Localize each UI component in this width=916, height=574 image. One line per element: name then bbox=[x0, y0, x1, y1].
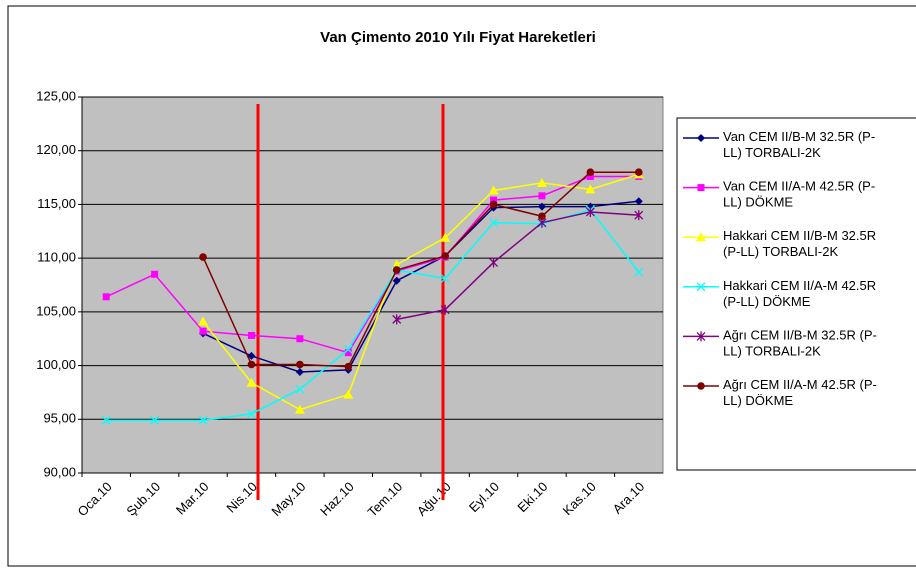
series-line bbox=[202, 173, 640, 411]
y-tick-label: 115,00 bbox=[37, 196, 76, 211]
legend-label: Van CEM II/B-M 32.5R (P-LL) TORBALI-2K bbox=[723, 129, 875, 160]
marker bbox=[343, 389, 354, 399]
marker bbox=[247, 360, 256, 369]
marker bbox=[101, 415, 111, 425]
marker bbox=[634, 168, 643, 176]
y-tick-label: 95,00 bbox=[43, 411, 76, 426]
marker bbox=[697, 134, 705, 142]
marker bbox=[585, 206, 595, 217]
marker bbox=[489, 200, 498, 209]
marker bbox=[199, 253, 207, 261]
marker bbox=[247, 351, 256, 360]
y-tick-label: 125,00 bbox=[36, 88, 76, 103]
marker bbox=[391, 259, 402, 269]
marker bbox=[634, 210, 644, 221]
y-tick-label: 105,00 bbox=[36, 303, 76, 318]
marker bbox=[246, 409, 256, 419]
marker bbox=[294, 404, 305, 414]
marker bbox=[537, 202, 546, 211]
marker bbox=[392, 266, 401, 274]
marker bbox=[198, 415, 208, 425]
y-tick-label: 100,00 bbox=[36, 357, 76, 372]
series-line bbox=[396, 211, 639, 321]
marker bbox=[441, 252, 449, 260]
legend-label: Van CEM II/A-M 42.5R (P-LL) DÖKME bbox=[723, 179, 875, 210]
legend-label: Hakkari CEM II/B-M 32.5R (P-LL) TORBALI-… bbox=[723, 229, 880, 260]
marker bbox=[247, 331, 255, 339]
marker bbox=[488, 185, 499, 195]
y-tick-label: 120,00 bbox=[36, 142, 76, 157]
chart-title: Van Çimento 2010 Yılı Fiyat Hareketleri bbox=[320, 29, 596, 46]
legend-label: Ağrı CEM II/A-M 42.5R (P-LL) DÖKME bbox=[723, 377, 877, 408]
marker bbox=[295, 384, 305, 394]
marker bbox=[586, 168, 595, 176]
marker bbox=[344, 349, 352, 357]
marker bbox=[489, 257, 499, 268]
marker bbox=[440, 232, 451, 242]
marker bbox=[151, 270, 159, 278]
marker bbox=[392, 314, 402, 325]
marker bbox=[246, 377, 257, 387]
marker bbox=[697, 184, 705, 192]
marker bbox=[150, 415, 160, 425]
marker bbox=[392, 276, 401, 285]
marker bbox=[634, 197, 643, 206]
series-line bbox=[202, 171, 639, 368]
marker bbox=[696, 282, 706, 292]
marker bbox=[585, 184, 596, 194]
series-line bbox=[105, 175, 639, 354]
marker bbox=[295, 368, 304, 377]
marker bbox=[296, 335, 304, 343]
marker bbox=[344, 362, 353, 371]
marker bbox=[198, 316, 209, 326]
marker bbox=[440, 304, 450, 315]
marker bbox=[538, 192, 546, 200]
marker bbox=[490, 196, 498, 204]
marker bbox=[586, 172, 594, 180]
plot-area bbox=[81, 96, 664, 474]
marker bbox=[697, 382, 705, 390]
marker bbox=[102, 293, 110, 301]
marker bbox=[538, 212, 546, 221]
marker bbox=[696, 232, 706, 242]
marker bbox=[536, 177, 547, 187]
marker bbox=[199, 327, 207, 335]
y-tick-label: 110,00 bbox=[37, 250, 76, 265]
marker bbox=[296, 360, 304, 369]
marker bbox=[489, 218, 499, 228]
marker bbox=[343, 344, 353, 354]
marker bbox=[696, 331, 706, 342]
marker bbox=[634, 267, 644, 277]
legend-label: Ağrı CEM II/B-M 32.5R (P-LL) TORBALI-2K bbox=[723, 328, 877, 359]
legend-label: Hakkari CEM II/A-M 42.5R (P-LL) DÖKME bbox=[723, 278, 880, 309]
y-tick-label: 90,00 bbox=[43, 464, 76, 479]
marker bbox=[440, 274, 450, 284]
legend-box bbox=[676, 117, 916, 471]
